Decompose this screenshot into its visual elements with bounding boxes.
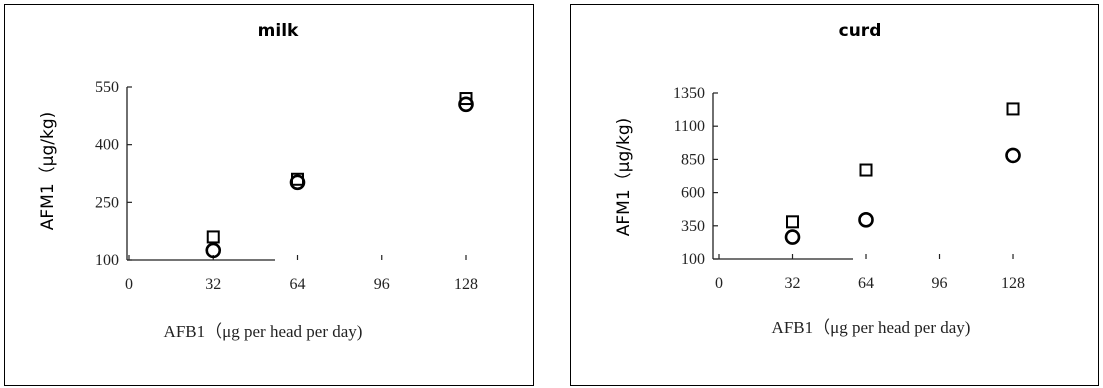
chart-title: milk	[258, 21, 299, 41]
circle-marker	[784, 229, 801, 245]
y-tick-label: 400	[95, 137, 119, 154]
curd-chart: curd AFM1（μg/kg) AFB1（μg per head per da…	[614, 21, 1025, 337]
y-tick-label: 850	[681, 151, 705, 168]
square-marker	[459, 92, 473, 106]
x-tick-label: 0	[125, 276, 133, 293]
chart-title: curd	[839, 21, 882, 41]
circle-marker	[1005, 147, 1021, 164]
circle-marker	[458, 96, 474, 113]
plot-area: 100 350 600 850 1100 1350 0 32 64 96 128	[673, 85, 1025, 292]
y-axis-label: AFM1（μg/kg)	[614, 118, 634, 237]
y-tick-label: 350	[681, 218, 705, 235]
milk-chart: milk AFM1（μg/kg) AFB1（μg per head per da…	[38, 21, 478, 341]
x-axis-label: AFB1（μg per head per day)	[164, 322, 363, 341]
x-tick-label: 128	[1001, 275, 1025, 292]
x-tick-label: 96	[374, 276, 390, 293]
y-tick-label: 550	[95, 79, 119, 96]
y-tick-label: 100	[681, 251, 705, 268]
x-tick-label: 128	[454, 276, 478, 293]
circle-marker	[205, 242, 222, 259]
y-tick-label: 100	[95, 252, 119, 269]
plot-area: 100 250 400 550 0 32 64 96 128	[95, 79, 478, 293]
square-marker	[786, 215, 800, 229]
y-tick-label: 600	[681, 185, 705, 202]
chart-panel-curd: curd AFM1（μg/kg) AFB1（μg per head per da…	[570, 4, 1099, 386]
square-marker	[859, 163, 873, 177]
circle-marker	[858, 212, 874, 228]
y-tick-label: 1100	[674, 118, 705, 135]
circle-marker	[289, 174, 306, 191]
chart-panel-milk: milk AFM1（μg/kg) AFB1（μg per head per da…	[4, 4, 534, 386]
x-tick-label: 32	[785, 275, 801, 292]
square-marker	[206, 230, 220, 244]
y-tick-label: 1350	[673, 85, 705, 102]
x-tick-label: 64	[858, 275, 874, 292]
x-tick-label: 0	[715, 275, 723, 292]
x-axis-label: AFB1（μg per head per day)	[772, 318, 971, 337]
x-tick-label: 96	[932, 275, 948, 292]
square-marker	[1006, 102, 1020, 116]
x-tick-label: 64	[289, 276, 305, 293]
y-tick-label: 250	[95, 194, 119, 211]
x-tick-label: 32	[205, 276, 221, 293]
y-axis-label: AFM1（μg/kg)	[38, 112, 58, 231]
